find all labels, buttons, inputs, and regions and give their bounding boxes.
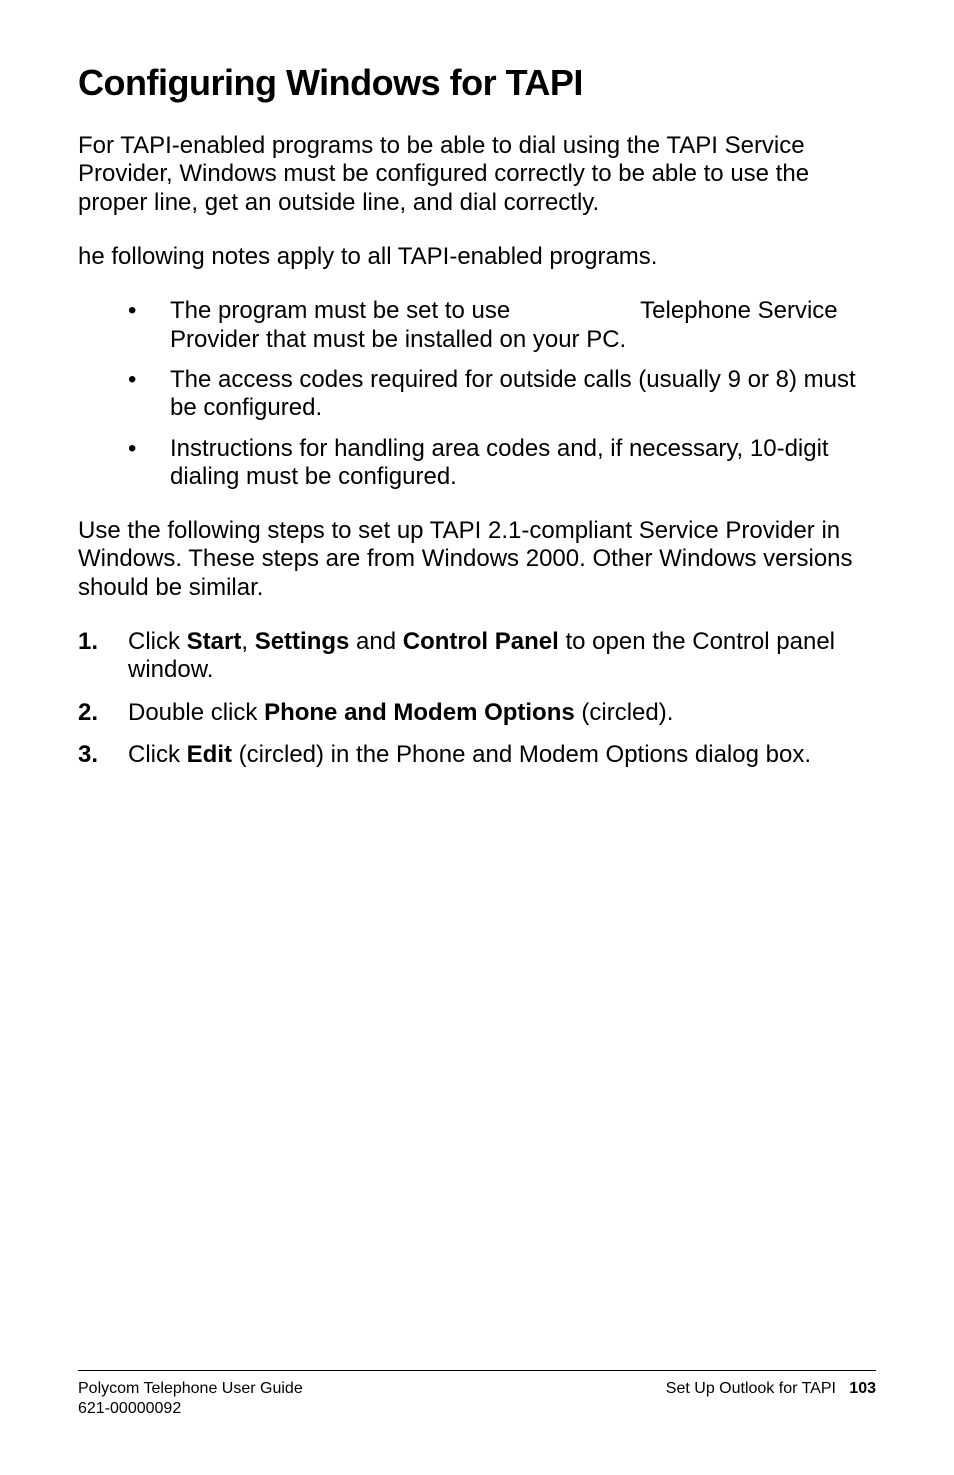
page: Configuring Windows for TAPI For TAPI-en…	[0, 0, 954, 1475]
step-number: 3.	[78, 741, 98, 769]
paragraph-steps-lead: Use the following steps to set up TAPI 2…	[78, 517, 876, 602]
footer-left: Polycom Telephone User Guide 621-0000009…	[78, 1379, 303, 1419]
step-text: and	[349, 628, 402, 655]
footer-section-label: Set Up Outlook for TAPI	[666, 1380, 836, 1397]
step-bold: Edit	[187, 741, 232, 768]
list-item: The access codes required for outside ca…	[78, 366, 876, 423]
list-item: 2. Double click Phone and Modem Options …	[78, 699, 876, 727]
paragraph-notes-lead: he following notes apply to all TAPI-ena…	[78, 243, 876, 271]
footer-doc-number: 621-00000092	[78, 1400, 181, 1417]
step-number: 1.	[78, 628, 98, 656]
step-text: Click	[128, 741, 187, 768]
bullet-text-pre: The program must be set to use	[170, 297, 510, 324]
page-number: 103	[849, 1380, 876, 1397]
footer-rule	[78, 1370, 876, 1371]
footer-row: Polycom Telephone User Guide 621-0000009…	[78, 1379, 876, 1419]
step-text: Double click	[128, 699, 264, 726]
page-footer: Polycom Telephone User Guide 621-0000009…	[78, 1370, 876, 1419]
step-text: (circled).	[575, 699, 674, 726]
notes-list: The program must be set to useTelephone …	[78, 297, 876, 491]
footer-right: Set Up Outlook for TAPI 103	[666, 1379, 876, 1419]
step-text: Click	[128, 628, 187, 655]
step-bold: Settings	[255, 628, 350, 655]
step-bold: Start	[187, 628, 242, 655]
step-bold: Phone and Modem Options	[264, 699, 575, 726]
footer-doc-title: Polycom Telephone User Guide	[78, 1380, 303, 1397]
list-item: 3. Click Edit (circled) in the Phone and…	[78, 741, 876, 769]
list-item: The program must be set to useTelephone …	[78, 297, 876, 354]
list-item: Instructions for handling area codes and…	[78, 435, 876, 492]
paragraph-intro: For TAPI-enabled programs to be able to …	[78, 132, 876, 217]
step-text: (circled) in the Phone and Modem Options…	[232, 741, 811, 768]
step-number: 2.	[78, 699, 98, 727]
list-item: 1. Click Start, Settings and Control Pan…	[78, 628, 876, 685]
steps-list: 1. Click Start, Settings and Control Pan…	[78, 628, 876, 769]
page-title: Configuring Windows for TAPI	[78, 62, 876, 104]
step-text: ,	[241, 628, 254, 655]
step-bold: Control Panel	[403, 628, 559, 655]
